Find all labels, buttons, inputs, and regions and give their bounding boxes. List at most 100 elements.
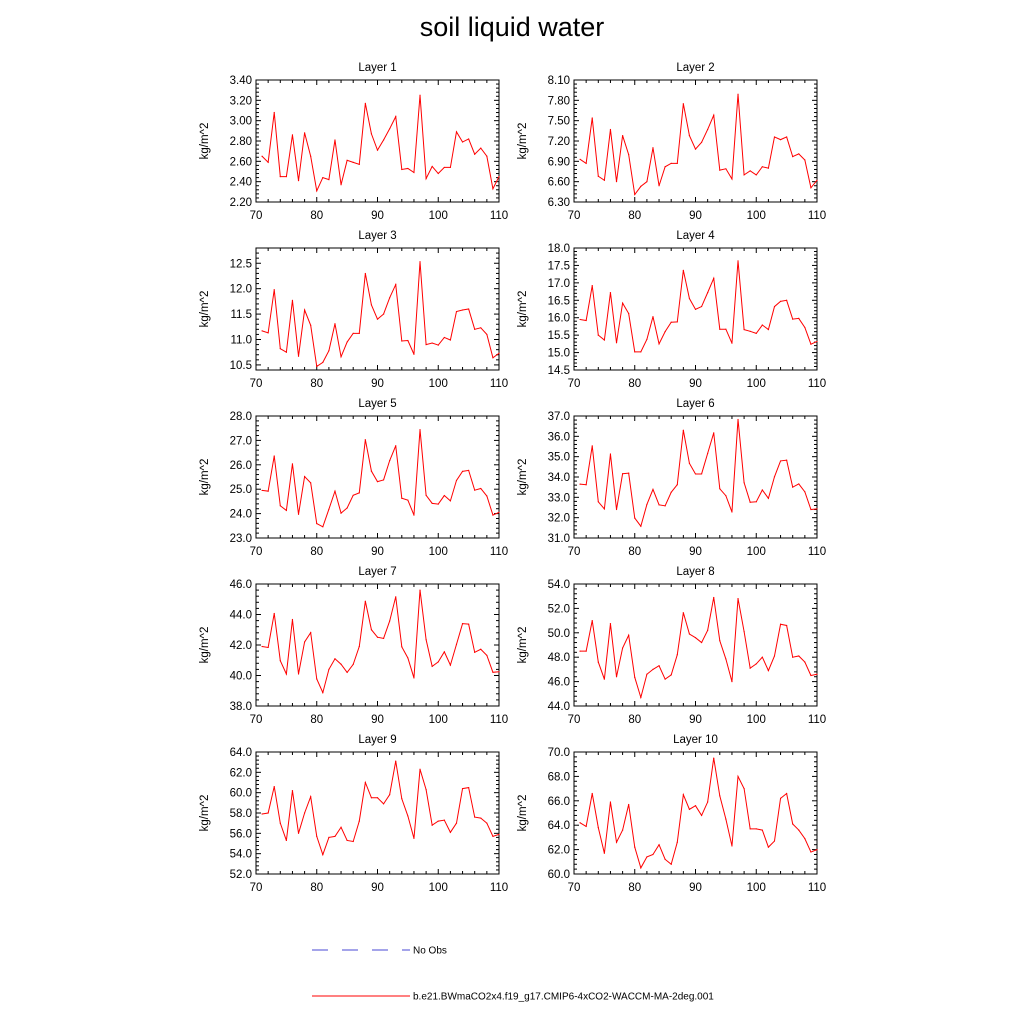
data-point (437, 344, 439, 346)
y-tick-label: 32.0 (548, 513, 570, 525)
data-point (591, 285, 593, 287)
y-tick-label: 28.0 (230, 411, 252, 423)
data-point (779, 623, 782, 625)
plot-frame (255, 583, 500, 707)
data-point (743, 174, 745, 176)
data-point (719, 169, 721, 171)
series-line (261, 590, 500, 695)
data-point (731, 178, 733, 180)
data-point (492, 357, 494, 359)
data-point (743, 328, 745, 331)
data-point (652, 147, 654, 149)
x-tick-label: 110 (490, 210, 508, 222)
data-point (676, 841, 678, 843)
data-point (634, 517, 636, 519)
y-tick-label: 17.5 (548, 260, 570, 272)
data-point (304, 641, 306, 643)
y-tick-label: 6.60 (548, 177, 570, 189)
data-point (376, 481, 379, 483)
y-tick-label: 40.0 (230, 671, 252, 683)
data-point (468, 786, 470, 789)
data-point (670, 162, 672, 164)
data-point (492, 671, 494, 673)
y-axis-label: kg/m^2 (199, 627, 211, 664)
data-point (291, 463, 294, 465)
x-tick-label: 80 (628, 714, 641, 726)
data-point (407, 815, 409, 817)
data-point (628, 312, 630, 315)
data-point (743, 630, 745, 633)
data-point (352, 332, 354, 334)
series-line (580, 419, 818, 528)
y-axis-label: kg/m^2 (517, 627, 529, 664)
data-point (719, 795, 721, 797)
data-point (622, 302, 624, 304)
data-point (407, 657, 409, 659)
data-point (407, 499, 409, 501)
data-point (370, 304, 373, 306)
y-tick-label: 46.0 (230, 579, 252, 591)
y-tick-label: 36.0 (548, 431, 570, 443)
data-point (688, 134, 691, 137)
data-point (382, 803, 385, 805)
data-point (652, 668, 654, 671)
data-point (279, 175, 281, 178)
x-tick-label: 90 (689, 714, 702, 726)
data-point (468, 469, 470, 472)
data-point (334, 139, 336, 141)
data-point (609, 453, 612, 455)
data-point (779, 139, 782, 141)
data-point (816, 849, 818, 851)
data-point (767, 497, 770, 499)
data-point (700, 305, 703, 308)
data-point (743, 482, 745, 484)
data-point (591, 445, 593, 447)
data-point (628, 634, 630, 636)
data-point (682, 612, 684, 614)
data-point (316, 523, 318, 525)
data-point (364, 102, 366, 104)
x-tick-label: 70 (250, 546, 263, 558)
data-point (461, 470, 464, 472)
data-point (682, 429, 684, 431)
data-point (437, 820, 439, 822)
data-point (749, 170, 751, 172)
data-point (810, 674, 812, 677)
data-point (267, 812, 269, 814)
data-point (455, 643, 458, 645)
data-point (310, 324, 312, 326)
data-point (273, 785, 275, 788)
data-point (389, 460, 391, 462)
y-tick-label: 11.5 (230, 309, 252, 321)
data-point (622, 647, 624, 649)
data-point (609, 128, 612, 131)
data-point (492, 188, 494, 190)
data-point (676, 321, 678, 323)
data-point (634, 193, 636, 196)
data-point (261, 645, 263, 648)
data-point (498, 352, 500, 354)
data-point (304, 475, 306, 478)
data-point (664, 678, 666, 680)
data-point (382, 313, 385, 315)
data-point (273, 289, 275, 291)
data-point (455, 479, 458, 482)
y-tick-label: 35.0 (548, 452, 570, 464)
data-point (261, 330, 263, 332)
data-point (455, 822, 458, 824)
data-point (304, 132, 306, 134)
y-tick-label: 10.5 (230, 360, 252, 372)
panel-title: Layer 6 (676, 398, 714, 410)
data-point (688, 462, 691, 464)
chart-panel: Layer 5 70 80 90 100 110 23.0 24.0 25.0 26.0 27.0 2… (199, 398, 508, 558)
data-point (474, 651, 476, 653)
data-point (285, 175, 287, 178)
data-point (261, 489, 263, 492)
data-point (658, 665, 660, 667)
data-point (407, 167, 409, 170)
data-point (389, 297, 391, 299)
data-point (658, 504, 660, 506)
data-point (707, 629, 709, 631)
data-point (622, 473, 624, 475)
data-point (761, 829, 763, 831)
